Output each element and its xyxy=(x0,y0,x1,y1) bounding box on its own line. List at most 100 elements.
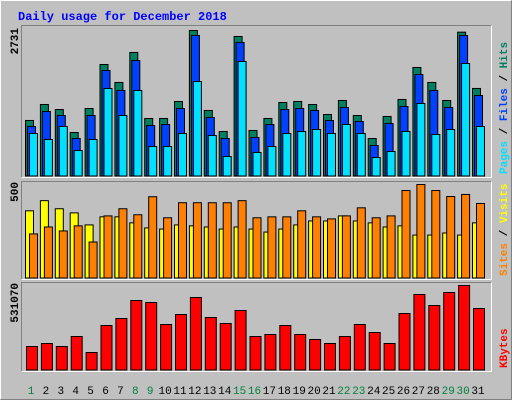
x-tick-label: 7 xyxy=(117,386,124,398)
bar xyxy=(40,343,53,371)
bar xyxy=(476,202,485,279)
x-tick-label: 20 xyxy=(307,386,320,398)
x-tick-label: 23 xyxy=(352,386,365,398)
bar xyxy=(473,307,485,371)
bar xyxy=(55,345,68,371)
plot-border xyxy=(21,282,492,372)
bar xyxy=(163,217,173,279)
x-tick-label: 29 xyxy=(442,386,455,398)
x-tick-label: 17 xyxy=(263,386,276,398)
x-tick-label: 4 xyxy=(72,386,79,398)
x-tick-label: 12 xyxy=(188,386,201,398)
bar xyxy=(178,133,187,177)
bar xyxy=(383,343,396,371)
bar xyxy=(58,230,68,279)
plot-border xyxy=(21,181,492,280)
bar xyxy=(73,225,83,279)
x-tick-label: 31 xyxy=(471,386,485,398)
x-tick-label: 1 xyxy=(28,386,35,398)
bar xyxy=(29,233,38,279)
bar xyxy=(353,323,366,371)
bar xyxy=(267,216,277,279)
bar xyxy=(219,322,232,371)
x-tick-label: 18 xyxy=(278,386,291,398)
bar xyxy=(341,215,351,279)
bar xyxy=(267,146,277,177)
bar xyxy=(297,210,307,279)
bar xyxy=(324,343,336,371)
bar xyxy=(148,196,158,279)
bar xyxy=(368,331,381,371)
bar xyxy=(312,129,322,177)
bar xyxy=(249,335,262,371)
bar xyxy=(431,190,441,279)
x-tick-label: 22 xyxy=(337,386,350,398)
y-tick-label: 531070 xyxy=(10,283,22,323)
bar xyxy=(29,133,38,177)
bar xyxy=(297,130,307,177)
bar xyxy=(386,215,396,279)
x-tick-label: 26 xyxy=(397,386,410,398)
x-tick-label: 6 xyxy=(102,386,109,398)
bar xyxy=(70,335,83,371)
bar xyxy=(338,335,351,371)
x-tick-label: 19 xyxy=(293,386,306,398)
bar xyxy=(189,296,202,371)
bar xyxy=(43,226,53,279)
legend-entry: Sites xyxy=(499,243,511,276)
x-tick-label: 28 xyxy=(427,386,440,398)
legend-entry: Pages xyxy=(499,141,511,174)
legend-entry: KBytes xyxy=(499,328,511,368)
bar xyxy=(192,81,202,177)
bar xyxy=(252,151,262,177)
bar xyxy=(237,200,247,279)
bar xyxy=(443,291,456,371)
bar xyxy=(43,139,53,177)
bar xyxy=(175,313,187,371)
x-tick-label: 13 xyxy=(203,386,216,398)
bar xyxy=(416,184,426,279)
bar xyxy=(222,156,232,177)
bar xyxy=(428,304,441,371)
bar xyxy=(145,301,158,371)
bar xyxy=(476,125,485,177)
bar xyxy=(204,316,217,371)
bar xyxy=(401,190,411,279)
x-tick-label: 14 xyxy=(218,386,232,398)
x-tick-label: 21 xyxy=(322,386,336,398)
bar xyxy=(264,333,277,371)
x-tick-label: 9 xyxy=(147,386,154,398)
bar xyxy=(446,129,456,177)
legend-separator: / xyxy=(499,223,511,243)
bar xyxy=(103,88,113,177)
legend-entry: Files xyxy=(499,88,511,121)
x-tick-label: 27 xyxy=(412,386,425,398)
x-tick-label: 5 xyxy=(87,386,94,398)
legend-separator: / xyxy=(499,121,511,141)
chart-title: Daily usage for December 2018 xyxy=(18,10,227,24)
plot-border xyxy=(21,25,492,178)
y-tick-label: 2731 xyxy=(10,28,22,55)
bar xyxy=(118,208,128,279)
bar xyxy=(178,202,187,279)
bar xyxy=(461,62,471,177)
bar xyxy=(282,133,292,177)
legend: Pages / Files / Hits xyxy=(499,42,511,174)
x-tick-label: 16 xyxy=(248,386,261,398)
bar xyxy=(386,150,396,177)
bar xyxy=(309,338,322,371)
bar xyxy=(312,216,322,279)
bar xyxy=(356,133,366,177)
legend: KBytes xyxy=(499,328,511,368)
bar xyxy=(371,217,381,279)
bar xyxy=(356,207,366,279)
x-tick-label: 15 xyxy=(233,386,246,398)
bar xyxy=(58,125,68,177)
bar xyxy=(88,241,98,279)
bar xyxy=(133,214,143,279)
bar xyxy=(279,325,292,371)
x-tick-label: 24 xyxy=(367,386,381,398)
bar xyxy=(327,133,336,177)
bar xyxy=(85,352,98,371)
